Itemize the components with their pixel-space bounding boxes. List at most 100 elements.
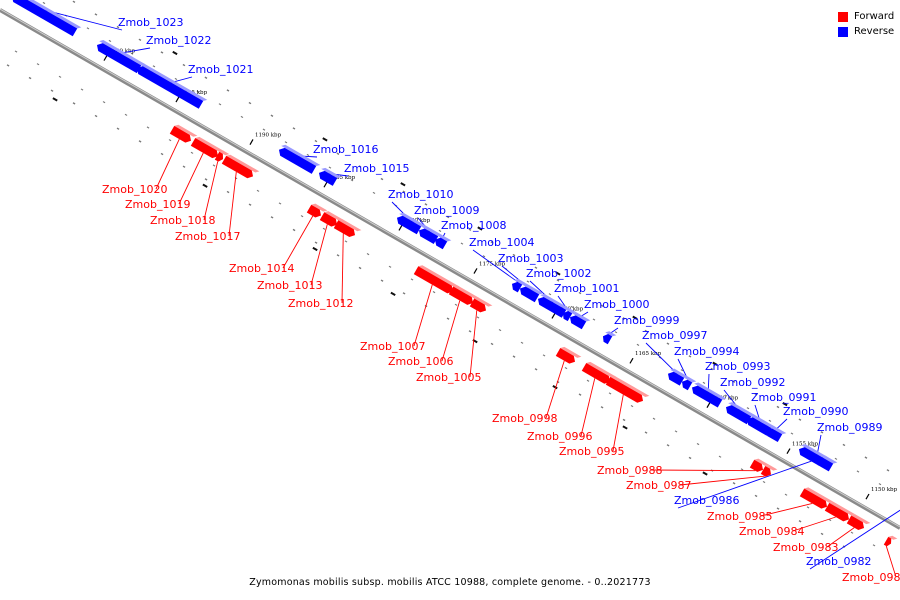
tick-dot (754, 494, 758, 498)
gene-body (96, 43, 142, 74)
tick-dot (556, 279, 560, 282)
tick-dot (512, 253, 516, 257)
gene-zmob_0999 (602, 331, 617, 345)
gene-body (817, 457, 824, 466)
tick-dot (856, 470, 860, 473)
gene-zmob_1013 (319, 211, 344, 227)
tick-dot (468, 330, 472, 333)
tick-dot (652, 417, 656, 420)
gene-zmob_1006 (448, 285, 480, 305)
kbp-tick (865, 493, 870, 500)
tick-mark (632, 315, 638, 320)
gene-top-face (694, 382, 727, 400)
tick-dot (746, 407, 750, 410)
tick-dot (138, 140, 142, 143)
gene-label: Zmob_1009 (414, 204, 479, 217)
tick-dot (534, 266, 538, 269)
gene-zmob_1017 (221, 154, 260, 179)
tick-dot (212, 164, 216, 167)
gene-body (555, 348, 576, 364)
tick-dot (482, 255, 486, 258)
gene-body (136, 66, 204, 109)
tick-dot (160, 152, 164, 156)
gene-label: Zmob_1016 (313, 143, 378, 156)
gene-top-face (768, 425, 787, 435)
gene-zmob_0987 (760, 464, 778, 477)
gene-top-face (338, 219, 362, 232)
leader-line (826, 527, 855, 548)
gene-zmob_0983 (846, 514, 871, 530)
leader-line (203, 161, 219, 221)
leader-line (120, 47, 151, 54)
gene-zmob_0988 (749, 458, 770, 472)
leader-line (45, 9, 123, 31)
gene-top-face (765, 464, 778, 471)
gene-top-face (281, 144, 321, 167)
kbp-tick (103, 55, 108, 61)
axis-highlight (0, 8, 900, 528)
reverse-swatch (838, 26, 848, 37)
gene-body (691, 385, 723, 408)
tick-dot (762, 480, 766, 484)
tick-dot (600, 304, 604, 307)
kbp-tick (786, 448, 791, 455)
tick-dot (328, 166, 332, 169)
gene-zmob_0989 (798, 444, 838, 472)
tick-dot (270, 114, 274, 117)
gene-body (221, 155, 254, 179)
gene-top-face (139, 63, 208, 102)
gene-zmob_0996 (581, 361, 617, 384)
tick-mark (477, 226, 483, 231)
gene-body (581, 363, 611, 384)
gene-zmob_0997 (667, 368, 689, 386)
gene-body (681, 379, 693, 391)
tick-dot (314, 139, 318, 143)
tick-dot (182, 165, 186, 168)
leader-line (679, 475, 765, 486)
leader-line (545, 360, 565, 419)
tick-dot (72, 0, 76, 3)
tick-dot (768, 419, 772, 422)
tick-dot (600, 406, 604, 409)
gene-top-face (421, 225, 443, 237)
tick-dot (410, 278, 414, 281)
tick-mark (712, 361, 718, 366)
tick-dot (446, 215, 450, 219)
gene-label: Zmob_1010 (388, 188, 453, 201)
tick-mark (782, 401, 788, 407)
gene-label: Zmob_0998 (492, 412, 557, 425)
gene-body (448, 286, 474, 305)
gene-top-face (99, 40, 146, 66)
tick-dot (490, 241, 494, 244)
gene-top-face (670, 368, 689, 378)
tick-dot (174, 77, 178, 81)
tick-dot (248, 101, 252, 105)
gene-body (602, 333, 613, 345)
leader-line (677, 456, 823, 509)
tick-dot (190, 151, 194, 154)
gene-label: Zmob_0996 (527, 430, 592, 443)
tick-mark (322, 137, 328, 142)
tick-dot (94, 13, 98, 16)
gene-label: Zmob_1019 (125, 198, 190, 211)
gene-body (306, 204, 322, 218)
gene-top-face (749, 414, 776, 428)
leader-line (650, 469, 756, 472)
gene-label: Zmob_0991 (751, 391, 816, 404)
kbp-label: 1175 kbp (479, 261, 506, 267)
tick-dot (248, 203, 252, 206)
leader-line (282, 215, 314, 269)
kbp-tick (629, 357, 634, 364)
tick-dot (586, 379, 590, 382)
gene-zmob_0994 (681, 376, 697, 391)
gene-body (562, 310, 573, 322)
gene-body (469, 298, 487, 313)
gene-top-face (514, 278, 527, 285)
tick-dot (520, 341, 524, 344)
tick-dot (798, 520, 802, 523)
tick-dot (336, 152, 340, 155)
gene-label: Zmob_1006 (388, 355, 453, 368)
leader-line (760, 503, 813, 517)
gene-zmob_1014 (306, 203, 328, 218)
gene-body (824, 502, 850, 522)
